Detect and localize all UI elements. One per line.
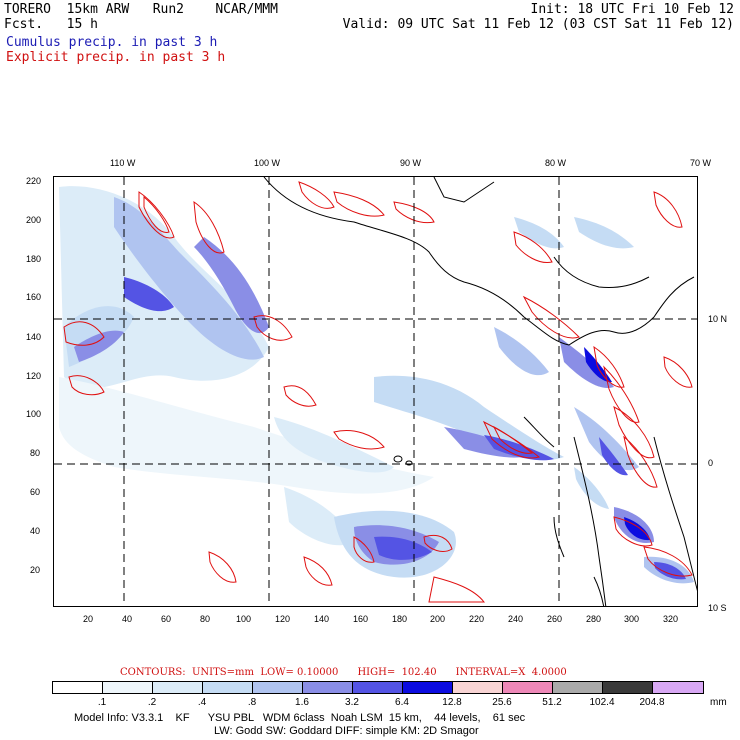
y-tick-label: 220 bbox=[26, 176, 42, 186]
x-tick-label: 220 bbox=[469, 614, 485, 624]
coastlines bbox=[263, 177, 697, 606]
y-tick-label: 200 bbox=[26, 215, 42, 225]
colorbar-label: 1.6 bbox=[295, 697, 309, 708]
x-tick-label: 160 bbox=[353, 614, 369, 624]
lat-label: 10 N bbox=[708, 314, 728, 324]
model-info: Model Info: V3.3.1 KF YSU PBL WDM 6class… bbox=[74, 712, 526, 724]
colorbar-label: 6.4 bbox=[395, 697, 409, 708]
x-tick-label: 40 bbox=[122, 614, 133, 624]
y-tick-label: 20 bbox=[30, 565, 41, 575]
colorbar-segment bbox=[553, 682, 603, 693]
colorbar-label: .2 bbox=[147, 697, 157, 708]
x-tick-label: 240 bbox=[508, 614, 524, 624]
init-time: Init: 18 UTC Fri 10 Feb 12 bbox=[530, 2, 735, 17]
colorbar-segment bbox=[603, 682, 653, 693]
y-tick-label: 140 bbox=[26, 332, 42, 342]
colorbar-label: 25.6 bbox=[492, 697, 512, 708]
y-tick-label: 60 bbox=[30, 487, 41, 497]
colorbar-segment bbox=[453, 682, 503, 693]
colorbar-segment bbox=[253, 682, 303, 693]
valid-time: Valid: 09 UTC Sat 11 Feb 12 (03 CST Sat … bbox=[342, 17, 734, 32]
colorbar-label: 12.8 bbox=[442, 697, 462, 708]
x-tick-label: 260 bbox=[547, 614, 563, 624]
lon-label: 110 W bbox=[110, 158, 136, 168]
colorbar-segment bbox=[203, 682, 253, 693]
explicit-precip-contours bbox=[63, 181, 693, 603]
lon-label: 70 W bbox=[690, 158, 712, 168]
map-graphic bbox=[54, 177, 697, 606]
x-tick-label: 80 bbox=[200, 614, 211, 624]
colorbar-label: .4 bbox=[197, 697, 207, 708]
forecast-hour: Fcst. 15 h bbox=[4, 17, 98, 32]
colorbar-label: .1 bbox=[97, 697, 107, 708]
cumulus-precip-label: Cumulus precip. in past 3 h bbox=[6, 35, 218, 50]
explicit-precip-label: Explicit precip. in past 3 h bbox=[6, 50, 226, 65]
lat-label: 0 bbox=[708, 458, 714, 468]
y-tick-label: 40 bbox=[30, 526, 41, 536]
colorbar-segment bbox=[353, 682, 403, 693]
colorbar-segment bbox=[403, 682, 453, 693]
model-title: TORERO 15km ARW Run2 NCAR/MMM bbox=[4, 2, 278, 17]
colorbar-label: 3.2 bbox=[345, 697, 359, 708]
colorbar-label: 102.4 bbox=[589, 697, 615, 708]
x-tick-label: 120 bbox=[275, 614, 291, 624]
colorbar-segment bbox=[103, 682, 153, 693]
colorbar-label: 204.8 bbox=[639, 697, 665, 708]
x-tick-label: 300 bbox=[624, 614, 640, 624]
y-tick-label: 80 bbox=[30, 448, 41, 458]
colorbar-segment bbox=[303, 682, 353, 693]
x-tick-label: 320 bbox=[663, 614, 679, 624]
y-tick-label: 180 bbox=[26, 254, 42, 264]
colorbar-segment bbox=[503, 682, 553, 693]
y-tick-label: 120 bbox=[26, 371, 42, 381]
colorbar-unit: mm bbox=[710, 697, 727, 708]
lon-label: 80 W bbox=[545, 158, 567, 168]
colorbar-segment bbox=[53, 682, 103, 693]
x-tick-label: 60 bbox=[161, 614, 172, 624]
contour-info: CONTOURS: UNITS=mm LOW= 0.10000 HIGH= 10… bbox=[120, 667, 567, 678]
physics-info: LW: Godd SW: Goddard DIFF: simple KM: 2D… bbox=[214, 725, 479, 737]
colorbar-label: .8 bbox=[247, 697, 257, 708]
x-tick-label: 200 bbox=[430, 614, 446, 624]
latlon-grid bbox=[54, 177, 697, 606]
precip-map bbox=[53, 176, 698, 607]
lon-label: 100 W bbox=[254, 158, 281, 168]
colorbar-segment bbox=[653, 682, 703, 693]
colorbar bbox=[52, 681, 704, 694]
x-tick-label: 100 bbox=[236, 614, 252, 624]
x-tick-label: 280 bbox=[586, 614, 602, 624]
x-tick-label: 20 bbox=[83, 614, 94, 624]
colorbar-label: 51.2 bbox=[542, 697, 562, 708]
x-tick-label: 180 bbox=[392, 614, 408, 624]
y-tick-label: 100 bbox=[26, 409, 42, 419]
x-tick-label: 140 bbox=[314, 614, 330, 624]
y-tick-label: 160 bbox=[26, 292, 42, 302]
lat-label: 10 S bbox=[708, 603, 727, 613]
colorbar-segment bbox=[153, 682, 203, 693]
cumulus-precip-shading bbox=[59, 186, 694, 584]
lon-label: 90 W bbox=[400, 158, 422, 168]
